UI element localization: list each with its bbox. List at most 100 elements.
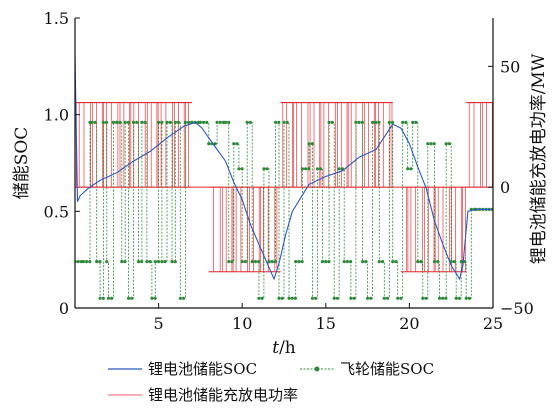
flywheel-soc-marker: [123, 120, 127, 124]
flywheel-soc-marker: [297, 260, 301, 264]
flywheel-soc-marker: [240, 260, 244, 264]
y-right-axis-title: 锂电池储能充放电功率/MW: [529, 53, 549, 264]
flywheel-soc-marker: [444, 142, 448, 146]
flywheel-soc-marker: [396, 296, 400, 300]
flywheel-soc-marker: [416, 260, 420, 264]
flywheel-soc-marker: [260, 296, 264, 300]
flywheel-soc-marker: [399, 296, 403, 300]
x-tick-label: 5: [154, 314, 164, 333]
legend-swatch-marker: [314, 366, 320, 372]
flywheel-soc-marker: [371, 120, 375, 124]
flywheel-soc-marker: [106, 296, 110, 300]
flywheel-soc-marker: [98, 260, 102, 264]
flywheel-soc-marker: [143, 120, 147, 124]
flywheel-soc-marker: [130, 296, 134, 300]
x-axis-title-var: t: [272, 338, 279, 358]
flywheel-soc-marker: [307, 167, 311, 171]
flywheel-soc-marker: [342, 260, 346, 264]
x-axis-title: t/h: [272, 338, 296, 358]
flywheel-soc-marker: [248, 120, 252, 124]
flywheel-soc-marker: [95, 260, 99, 264]
flywheel-soc-marker: [101, 296, 105, 300]
flywheel-soc-marker: [207, 142, 211, 146]
flywheel-soc-marker: [377, 120, 381, 124]
flywheel-soc-marker: [227, 260, 231, 264]
y-left-tick-label: 0: [59, 299, 69, 318]
flywheel-soc-marker: [315, 167, 319, 171]
plot-area: [75, 54, 493, 300]
flywheel-soc-marker: [215, 120, 219, 124]
flywheel-soc-marker: [181, 296, 186, 300]
flywheel-soc-marker: [310, 142, 314, 146]
flywheel-soc-marker: [176, 120, 181, 124]
x-tick-label: 10: [232, 314, 252, 333]
x-tick-label: 15: [316, 314, 336, 333]
flywheel-soc-marker: [429, 142, 433, 146]
flywheel-soc-marker: [170, 260, 174, 264]
power-segment: [466, 102, 493, 188]
flywheel-soc-marker: [101, 120, 105, 124]
flywheel-soc-marker: [240, 167, 244, 171]
legend-item: 锂电池储能充放电功率: [108, 386, 298, 404]
flywheel-soc-marker: [160, 260, 164, 264]
flywheel-soc-marker: [290, 296, 294, 300]
flywheel-soc-marker: [300, 167, 304, 171]
flywheel-soc-marker: [357, 120, 361, 124]
flywheel-soc-marker: [202, 120, 206, 124]
flywheel-soc-marker: [419, 260, 423, 264]
flywheel-soc-marker: [414, 120, 418, 124]
flywheel-soc-marker: [118, 120, 122, 124]
flywheel-soc-marker: [120, 260, 124, 264]
y-left-axis-title: 储能SOC: [12, 127, 32, 200]
flywheel-soc-marker: [111, 120, 116, 124]
flywheel-soc-marker: [227, 120, 231, 124]
series-flywheel-soc: [75, 120, 493, 300]
flywheel-soc-marker: [88, 260, 92, 264]
flywheel-soc-marker: [105, 260, 109, 264]
flywheel-soc-marker: [150, 296, 154, 300]
flywheel-soc-marker: [366, 296, 370, 300]
flywheel-soc-marker: [257, 260, 261, 264]
legend-label: 锂电池储能SOC: [148, 360, 257, 378]
flywheel-soc-marker: [437, 296, 442, 300]
flywheel-soc-marker: [257, 296, 261, 300]
y-right-tick-label: 0: [500, 178, 510, 197]
flywheel-soc-marker: [262, 167, 266, 171]
flywheel-soc-marker: [274, 120, 278, 124]
x-tick-label: 25: [483, 314, 503, 333]
flywheel-soc-marker: [459, 260, 463, 264]
flywheel-soc-marker: [454, 296, 458, 300]
flywheel-soc-marker: [280, 296, 284, 300]
flywheel-soc-marker: [374, 120, 378, 124]
flywheel-soc-marker: [243, 260, 247, 264]
flywheel-soc-marker: [349, 260, 353, 264]
flywheel-soc-marker: [250, 260, 254, 264]
flywheel-soc-marker: [432, 142, 436, 146]
flywheel-soc-marker: [447, 142, 451, 146]
flywheel-soc-marker: [345, 260, 349, 264]
flywheel-soc-marker: [126, 296, 131, 300]
flywheel-soc-marker: [90, 120, 94, 124]
flywheel-soc-marker: [332, 296, 336, 300]
series-li-soc: [75, 54, 493, 281]
flywheel-soc-marker: [131, 120, 136, 124]
legend-label: 锂电池储能充放电功率: [148, 386, 298, 404]
flywheel-soc-marker: [327, 120, 331, 124]
flywheel-soc-marker: [93, 120, 97, 124]
flywheel-soc-marker: [76, 260, 80, 264]
flywheel-soc-marker: [140, 120, 144, 124]
flywheel-soc-marker: [337, 167, 341, 171]
legend-item: 锂电池储能SOC: [108, 360, 257, 378]
flywheel-soc-marker: [156, 260, 161, 264]
plot-clip-group: [75, 54, 493, 300]
flywheel-soc-marker: [173, 120, 177, 124]
flywheel-soc-marker: [304, 167, 308, 171]
flywheel-soc-marker: [237, 167, 241, 171]
flywheel-soc-marker: [145, 260, 149, 264]
flywheel-soc-marker: [98, 296, 102, 300]
flywheel-soc-marker: [349, 296, 353, 300]
flywheel-soc-marker: [441, 296, 445, 300]
flywheel-soc-marker: [424, 296, 428, 300]
flywheel-soc-marker: [136, 260, 141, 264]
